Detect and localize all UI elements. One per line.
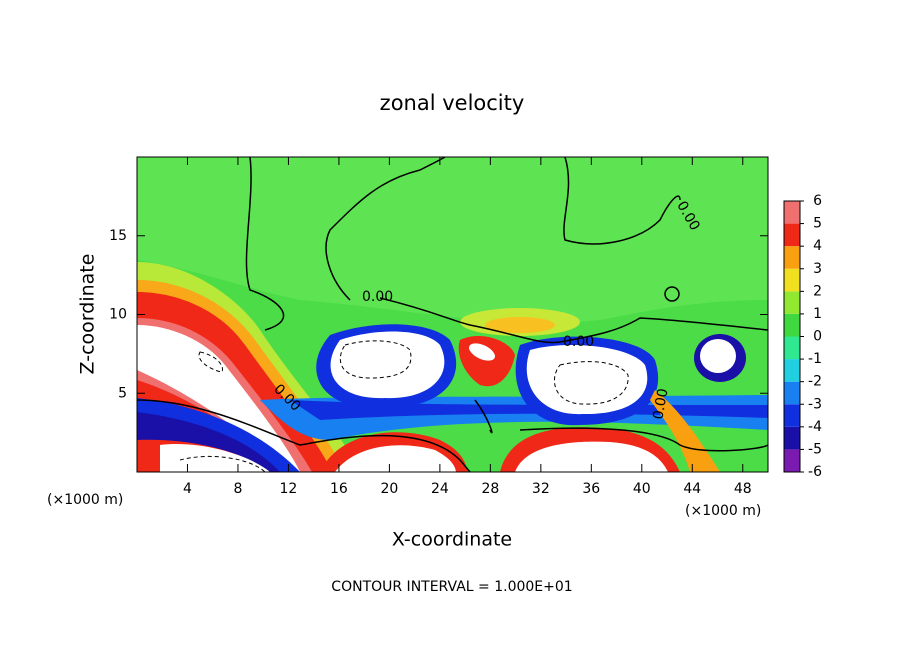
colorbar-label: 0 — [813, 329, 822, 345]
colorbar-label: 5 — [813, 216, 822, 232]
chart-title: zonal velocity — [380, 91, 525, 115]
colorbar-band — [784, 268, 800, 292]
colorbar-label: 1 — [813, 306, 822, 322]
x-tick-label: 16 — [330, 481, 348, 497]
colorbar-label: -6 — [808, 464, 822, 480]
colorbar-band — [784, 201, 800, 224]
y-tick-label: 15 — [109, 228, 127, 244]
x-tick-label: 28 — [481, 481, 499, 497]
colorbar-band — [784, 381, 800, 405]
colorbar-label: 2 — [813, 283, 822, 299]
colorbar-band — [784, 426, 800, 450]
colorbar-label: -5 — [808, 441, 822, 457]
contour-field — [137, 157, 768, 472]
x-tick-label: 20 — [380, 481, 398, 497]
colorbar-label: -1 — [808, 351, 822, 367]
y-tick-label: 5 — [118, 385, 127, 401]
colorbar-label: 4 — [813, 238, 822, 254]
colorbar-label: 3 — [813, 261, 822, 277]
x-tick-label: 40 — [633, 481, 651, 497]
contour-label: 0.00 — [650, 387, 671, 420]
x-axis-label: X-coordinate — [392, 529, 512, 551]
colorbar-band — [784, 359, 800, 382]
colorbar-label: -4 — [808, 419, 822, 435]
y-tick-label: 10 — [109, 307, 127, 323]
colorbar-band — [784, 449, 800, 472]
x-unit: (×1000 m) — [685, 503, 761, 519]
footer-note: CONTOUR INTERVAL = 1.000E+01 — [331, 579, 572, 595]
colorbar-band — [784, 336, 800, 360]
x-tick-label: 4 — [183, 481, 192, 497]
colorbar-label: -3 — [808, 396, 822, 412]
contour-label: 0.00 — [563, 334, 594, 350]
colorbar-band — [784, 246, 800, 269]
x-tick-label: 48 — [734, 481, 752, 497]
colorbar-band — [784, 313, 800, 337]
x-tick-label: 32 — [532, 481, 550, 497]
x-tick-label: 12 — [280, 481, 298, 497]
colorbar-band — [784, 404, 800, 427]
x-tick-label: 24 — [431, 481, 449, 497]
colorbar-band — [784, 223, 800, 247]
y-unit: (×1000 m) — [47, 492, 123, 508]
x-tick-label: 8 — [233, 481, 242, 497]
colorbar-label: 6 — [813, 193, 822, 209]
colorbar-label: -2 — [808, 374, 822, 390]
x-tick-label: 36 — [582, 481, 600, 497]
x-tick-label: 44 — [683, 481, 701, 497]
y-axis-label: Z-coordinate — [77, 254, 99, 375]
contour-label: 0.00 — [362, 289, 393, 305]
colorbar-band — [784, 291, 800, 314]
